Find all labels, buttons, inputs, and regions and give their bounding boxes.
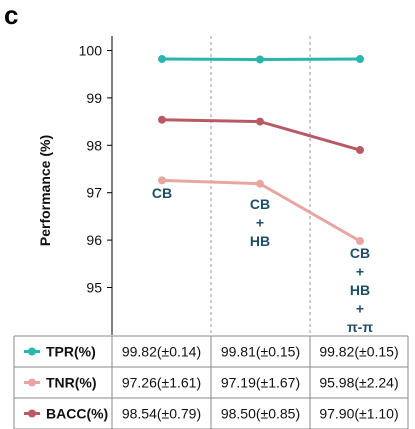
- table-cell: 97.26(±1.61): [122, 375, 201, 391]
- data-table: TPR(%) 99.82(±0.14) 99.81(±0.15) 99.82(±0.1…: [13, 335, 409, 429]
- series-point: [158, 55, 166, 64]
- annotation-text: CB: [350, 245, 370, 261]
- table-cell: 97.90(±1.10): [319, 406, 398, 422]
- series-layer: [158, 55, 364, 246]
- annotation-text: +: [356, 264, 364, 280]
- series-point: [356, 146, 364, 155]
- grid-layer: [210, 36, 311, 335]
- series-point: [256, 179, 264, 188]
- y-tick-label: 95: [86, 280, 102, 296]
- series-point: [158, 115, 166, 124]
- series-point: [356, 237, 364, 246]
- table-cell: 98.50(±0.85): [221, 406, 300, 422]
- table-cell: 99.82(±0.15): [319, 344, 398, 360]
- y-tick-label: 96: [86, 232, 102, 248]
- annotation-text: +: [356, 301, 364, 317]
- legend-label: BACC(%): [46, 406, 108, 422]
- annotation-text: +: [256, 215, 264, 231]
- legend-marker: [28, 378, 36, 387]
- panel-letter: c: [4, 0, 19, 30]
- y-tick-label: 97: [86, 185, 102, 201]
- legend-label: TPR(%): [46, 344, 96, 360]
- table-cell: 95.98(±2.24): [319, 375, 398, 391]
- series-point: [356, 55, 364, 64]
- y-axis-label: Performance (%): [37, 135, 53, 246]
- table-cell: 99.82(±0.14): [122, 344, 201, 360]
- y-tick-label: 100: [79, 43, 103, 59]
- annotation-text: CB: [250, 196, 270, 212]
- table-cell: 97.19(±1.67): [221, 375, 300, 391]
- y-tick-label: 98: [86, 137, 102, 153]
- series-point: [158, 176, 166, 185]
- annotation-text: CB: [152, 185, 172, 201]
- series-point: [256, 55, 264, 64]
- annotation-layer: CB CB + HB CB + HB + π-π: [152, 185, 373, 335]
- y-tick-label: 99: [86, 90, 102, 106]
- table-cell: 99.81(±0.15): [221, 344, 300, 360]
- legend-label: TNR(%): [46, 375, 97, 391]
- legend-marker: [28, 409, 36, 418]
- series-point: [256, 117, 264, 126]
- annotation-text: HB: [350, 282, 370, 298]
- y-axis: 95 96 97 98 99 100 Performance (%): [37, 36, 113, 335]
- legend-marker: [28, 347, 36, 356]
- annotation-text: π-π: [347, 319, 373, 335]
- annotation-text: HB: [250, 233, 270, 249]
- table-cell: 98.54(±0.79): [122, 406, 201, 422]
